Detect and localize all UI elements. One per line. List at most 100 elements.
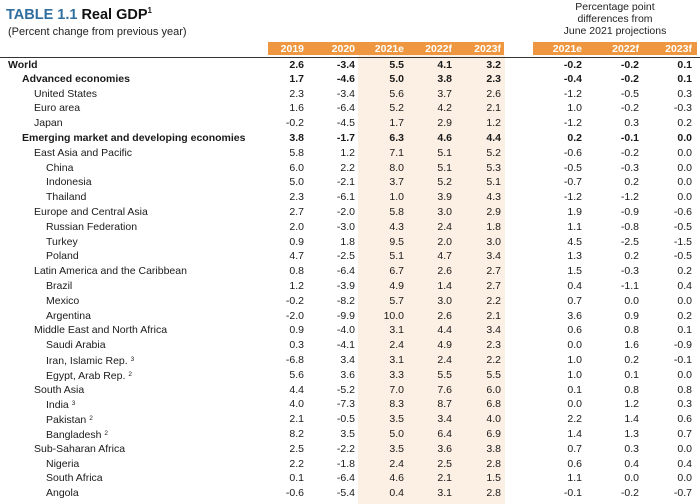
projection-heading-line: differences from — [577, 13, 653, 25]
row-footnote-mark: 3 — [130, 355, 135, 363]
value-cell: 8.3 — [389, 398, 404, 411]
table-row: Angola -0.6 -5.4 0.4 3.1 2.8 -0.1 -0.2 -0.7 — [0, 486, 700, 501]
value-cell: 0.2 — [677, 309, 692, 322]
value-cell: -0.5 — [336, 413, 355, 426]
col-header-2019: 2019 — [280, 43, 304, 55]
row-label: Mexico — [46, 294, 79, 309]
value-cell: 2.3 — [289, 87, 304, 100]
value-cell: 0.0 — [677, 368, 692, 381]
row-label-text: Indonesia — [46, 176, 92, 189]
value-cell: 1.6 — [624, 339, 639, 352]
table-note-mark: 1 — [147, 6, 152, 15]
value-cell: 5.1 — [486, 176, 501, 189]
value-cell: 1.6 — [289, 102, 304, 115]
value-cell: 2.1 — [437, 472, 452, 485]
table-title: TABLE 1.1 Real GDP1 — [6, 6, 152, 23]
value-cell: 1.4 — [437, 279, 452, 292]
value-cell: 3.0 — [486, 235, 501, 248]
value-cell: 0.9 — [289, 324, 304, 337]
value-cell: -0.5 — [673, 250, 692, 263]
projection-heading-line: June 2021 projections — [563, 25, 667, 37]
value-cell: 3.5 — [340, 427, 355, 440]
value-cell: 0.8 — [677, 383, 692, 396]
value-cell: 2.4 — [389, 339, 404, 352]
value-cell: 0.9 — [289, 235, 304, 248]
value-cell: -1.5 — [673, 235, 692, 248]
row-label-text: Saudi Arabia — [46, 339, 106, 352]
row-label: Russian Federation — [46, 220, 137, 235]
value-cell: 5.2 — [389, 102, 404, 115]
value-cell: 0.3 — [624, 117, 639, 130]
value-cell: 0.0 — [677, 294, 692, 307]
value-cell: 0.9 — [624, 309, 639, 322]
value-cell: 4.4 — [289, 383, 304, 396]
projection-heading-line: Percentage point — [575, 1, 655, 13]
value-cell: -3.4 — [336, 59, 355, 71]
value-cell: 0.0 — [677, 146, 692, 159]
value-cell: 0.8 — [289, 265, 304, 278]
value-cell: 7.0 — [389, 383, 404, 396]
row-label: United States — [34, 87, 97, 102]
row-label: World — [8, 58, 38, 73]
value-cell: 6.0 — [289, 161, 304, 174]
value-cell: -6.4 — [336, 265, 355, 278]
col-header-diff-2021e: 2021e — [552, 43, 582, 55]
value-cell: 0.2 — [677, 117, 692, 130]
row-label: Euro area — [34, 101, 80, 116]
value-cell: -0.2 — [563, 59, 582, 71]
value-cell: 3.7 — [437, 87, 452, 100]
value-cell: -0.9 — [620, 205, 639, 218]
value-cell: 6.4 — [437, 427, 452, 440]
value-cell: -0.2 — [285, 117, 304, 130]
row-label: India 3 — [46, 397, 75, 413]
value-cell: 6.8 — [486, 398, 501, 411]
row-label: Argentina — [46, 309, 91, 324]
value-cell: 2.7 — [289, 205, 304, 218]
table-row: China 6.0 2.2 8.0 5.1 5.3 -0.5 -0.3 0.0 — [0, 161, 700, 176]
table-row: Mexico -0.2 -8.2 5.7 3.0 2.2 0.7 0.0 0.0 — [0, 294, 700, 309]
value-cell: -0.5 — [620, 87, 639, 100]
value-cell: -1.2 — [563, 117, 582, 130]
value-cell: -0.1 — [563, 487, 582, 500]
value-cell: 0.7 — [567, 294, 582, 307]
value-cell: -0.2 — [620, 146, 639, 159]
table-row: Egypt, Arab Rep. 2 5.6 3.6 3.3 5.5 5.5 1.0 0.1 0… — [0, 368, 700, 383]
value-cell: 0.0 — [677, 472, 692, 485]
value-cell: 2.6 — [437, 309, 452, 322]
value-cell: 4.4 — [486, 131, 501, 144]
row-label-text: Poland — [46, 250, 79, 263]
value-cell: 3.1 — [389, 324, 404, 337]
row-label: Emerging market and developing economies — [22, 131, 245, 146]
value-cell: 1.0 — [567, 353, 582, 366]
value-cell: 2.4 — [437, 220, 452, 233]
value-cell: 3.8 — [437, 72, 452, 85]
value-cell: 8.2 — [289, 427, 304, 440]
value-cell: 0.3 — [624, 442, 639, 455]
table-row: Emerging market and developing economies… — [0, 131, 700, 146]
value-cell: -2.2 — [336, 442, 355, 455]
value-cell: 3.4 — [340, 353, 355, 366]
value-cell: -1.8 — [336, 457, 355, 470]
value-cell: 0.0 — [677, 131, 692, 144]
table-name: Real GDP — [81, 6, 148, 23]
value-cell: -0.6 — [563, 146, 582, 159]
value-cell: 1.2 — [624, 398, 639, 411]
table-row: Saudi Arabia 0.3 -4.1 2.4 4.9 2.3 0.0 1.6 -0.9 — [0, 338, 700, 353]
row-label-text: Middle East and North Africa — [34, 324, 168, 337]
value-cell: 0.6 — [677, 413, 692, 426]
value-cell: 0.1 — [289, 472, 304, 485]
value-cell: 5.0 — [389, 427, 404, 440]
value-cell: 0.3 — [677, 87, 692, 100]
row-label: Pakistan 2 — [46, 412, 93, 428]
value-cell: 0.0 — [677, 176, 692, 189]
value-cell: -3.0 — [336, 220, 355, 233]
value-cell: 1.9 — [567, 205, 582, 218]
value-cell: 4.1 — [437, 59, 452, 71]
value-cell: 2.3 — [486, 72, 501, 85]
table-row: Indonesia 5.0 -2.1 3.7 5.2 5.1 -0.7 0.2 0.0 — [0, 175, 700, 190]
value-cell: -0.6 — [285, 487, 304, 500]
value-cell: 3.1 — [389, 353, 404, 366]
table-row: Nigeria 2.2 -1.8 2.4 2.5 2.8 0.6 0.4 0.4 — [0, 457, 700, 472]
value-cell: 0.7 — [677, 427, 692, 440]
value-cell: 5.3 — [486, 161, 501, 174]
